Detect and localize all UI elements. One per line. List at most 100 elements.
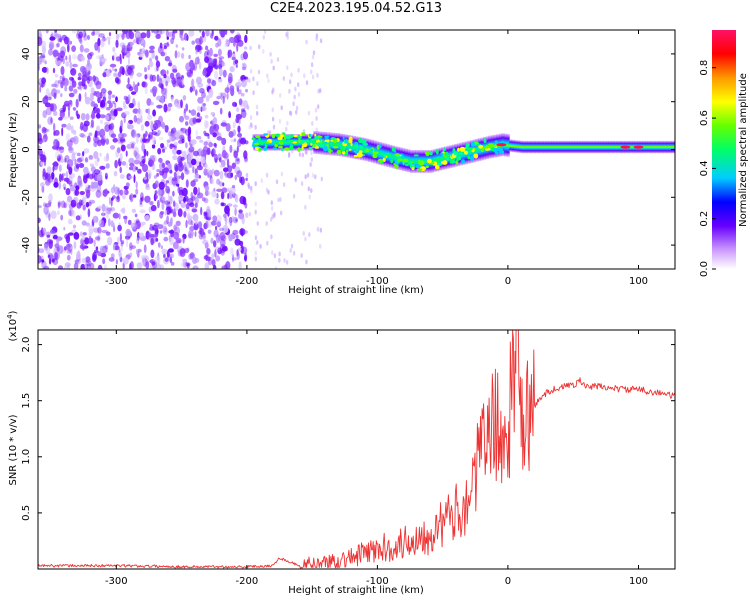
noise-speckle — [195, 38, 201, 44]
noise-speckle — [204, 262, 210, 269]
noise-speckle — [232, 184, 236, 189]
noise-speckle — [113, 109, 118, 117]
noise-speckle — [263, 30, 267, 35]
noise-speckle — [212, 100, 220, 106]
ridge-hotspot — [362, 142, 368, 146]
noise-speckle — [108, 197, 111, 205]
noise-speckle — [54, 33, 62, 38]
noise-speckle — [214, 220, 221, 226]
noise-speckle — [90, 119, 94, 128]
noise-speckle — [115, 39, 119, 48]
noise-speckle — [38, 205, 43, 209]
noise-speckle — [66, 243, 72, 248]
noise-speckle — [197, 96, 204, 104]
noise-speckle — [102, 91, 106, 99]
ridge-hotspot — [275, 133, 281, 137]
y-tick-label: 2.0 — [21, 337, 32, 353]
noise-speckle — [52, 165, 55, 173]
ridge-segment — [378, 142, 382, 165]
noise-speckle — [223, 152, 229, 159]
noise-speckle — [109, 122, 115, 131]
noise-speckle — [195, 89, 198, 96]
noise-speckle — [152, 109, 157, 117]
noise-speckle — [109, 63, 117, 68]
noise-speckle — [248, 78, 251, 83]
noise-speckle — [41, 126, 47, 134]
ridge-hotspot — [483, 138, 487, 144]
noise-speckle — [151, 74, 156, 82]
noise-speckle — [84, 157, 89, 163]
noise-speckle — [62, 57, 65, 65]
noise-speckle — [181, 52, 185, 59]
noise-speckle — [156, 59, 160, 66]
ridge-segment — [391, 145, 395, 169]
noise-speckle — [52, 67, 56, 74]
noise-speckle — [197, 222, 203, 230]
noise-speckle — [54, 74, 59, 78]
noise-speckle — [128, 157, 135, 164]
noise-speckle — [38, 149, 43, 157]
noise-speckle — [190, 220, 194, 226]
ridge-hotspot — [415, 165, 422, 168]
ridge-segment — [477, 138, 481, 162]
noise-speckle — [305, 39, 308, 45]
noise-speckle — [229, 85, 235, 92]
noise-speckle — [183, 32, 189, 41]
noise-speckle — [61, 173, 64, 181]
y-tick-label: 40 — [21, 48, 32, 61]
noise-speckle — [174, 226, 181, 236]
noise-speckle — [140, 124, 145, 131]
noise-speckle — [126, 83, 132, 89]
noise-speckle — [177, 51, 181, 58]
noise-speckle — [98, 219, 105, 228]
ridge-hotspot — [323, 145, 328, 150]
noise-speckle — [147, 65, 150, 71]
noise-speckle — [199, 116, 203, 121]
noise-speckle — [120, 144, 126, 152]
noise-speckle — [120, 240, 125, 245]
noise-speckle — [215, 42, 219, 48]
noise-speckle — [95, 236, 101, 241]
noise-speckle — [210, 237, 214, 244]
noise-speckle — [210, 177, 214, 185]
ridge-segment — [258, 134, 262, 151]
ridge-hotspot — [464, 150, 468, 155]
noise-speckle — [286, 120, 289, 126]
noise-speckle — [181, 138, 185, 144]
noise-speckle — [245, 212, 249, 219]
noise-speckle — [59, 75, 63, 80]
ridge-hotspot — [355, 144, 359, 150]
noise-speckle — [56, 42, 60, 48]
noise-speckle — [109, 145, 116, 150]
noise-speckle — [84, 263, 89, 269]
ridge-hotspot — [340, 146, 346, 152]
noise-speckle — [88, 199, 96, 204]
x-tick-label: -200 — [236, 276, 259, 287]
noise-speckle — [195, 76, 202, 85]
noise-speckle — [128, 119, 134, 125]
noise-speckle — [222, 69, 227, 78]
noise-speckle — [319, 38, 323, 44]
noise-speckle — [219, 164, 224, 169]
ridge-hotspot — [363, 139, 367, 143]
noise-speckle — [171, 176, 178, 186]
ridge-hotspot — [453, 151, 458, 156]
noise-speckle — [53, 110, 58, 116]
noise-speckle — [234, 194, 239, 203]
ridge-hotspot — [385, 152, 391, 157]
ridge-segment — [274, 134, 278, 151]
ridge-hotspot — [350, 142, 353, 147]
noise-speckle — [191, 208, 198, 213]
noise-speckle — [82, 71, 87, 78]
noise-speckle — [229, 186, 236, 195]
noise-speckle — [216, 221, 221, 228]
noise-speckle — [106, 36, 111, 40]
noise-speckle — [111, 94, 116, 98]
noise-speckle — [230, 30, 235, 34]
snr-trace — [38, 330, 675, 569]
noise-speckle — [138, 107, 141, 115]
noise-speckle — [94, 130, 98, 139]
noise-speckle — [260, 178, 263, 184]
ridge-segment — [475, 138, 479, 162]
noise-speckle — [152, 86, 158, 94]
